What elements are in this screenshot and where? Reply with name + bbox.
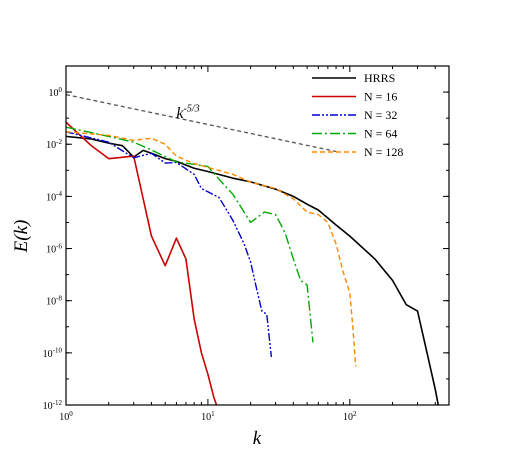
legend-label: N = 16 bbox=[364, 90, 397, 104]
series-line-2 bbox=[66, 131, 273, 357]
legend-label: HRRS bbox=[364, 71, 395, 85]
y-axis-label: E(k) bbox=[11, 220, 32, 254]
x-tick-label: 101 bbox=[201, 410, 215, 423]
legend: HRRS N = 16 N = 32 N = 64 N = 128 bbox=[312, 71, 403, 159]
legend-label: N = 32 bbox=[364, 108, 397, 122]
series-line-1 bbox=[66, 121, 218, 405]
reference-slope bbox=[66, 93, 337, 153]
y-tick-label: 10-6 bbox=[46, 242, 62, 255]
slope-reference-line bbox=[66, 93, 337, 153]
y-tick-label: 10-10 bbox=[43, 347, 63, 360]
series-line-4 bbox=[66, 131, 357, 367]
y-tick-label: 10-4 bbox=[46, 190, 62, 203]
slope-label: k-5/3 bbox=[176, 103, 199, 122]
x-axis-label: k bbox=[253, 428, 262, 449]
y-tick-label: 10-2 bbox=[46, 138, 62, 151]
y-tick-label: 100 bbox=[49, 86, 63, 99]
x-tick-label: 102 bbox=[343, 410, 357, 423]
tick-labels: 100 101 102 100 10-2 10-4 10-6 10-8 10-10 10-12 bbox=[43, 86, 357, 423]
y-tick-label: 10-12 bbox=[43, 399, 63, 412]
legend-label: N = 128 bbox=[364, 145, 403, 159]
x-tick-label: 100 bbox=[59, 410, 73, 423]
slope-annotation: k-5/3 bbox=[176, 103, 199, 122]
legend-label: N = 64 bbox=[364, 127, 397, 141]
y-tick-label: 10-8 bbox=[46, 294, 62, 307]
plot-frame bbox=[65, 65, 450, 406]
series-line-3 bbox=[66, 126, 314, 343]
series-lines bbox=[66, 121, 440, 405]
